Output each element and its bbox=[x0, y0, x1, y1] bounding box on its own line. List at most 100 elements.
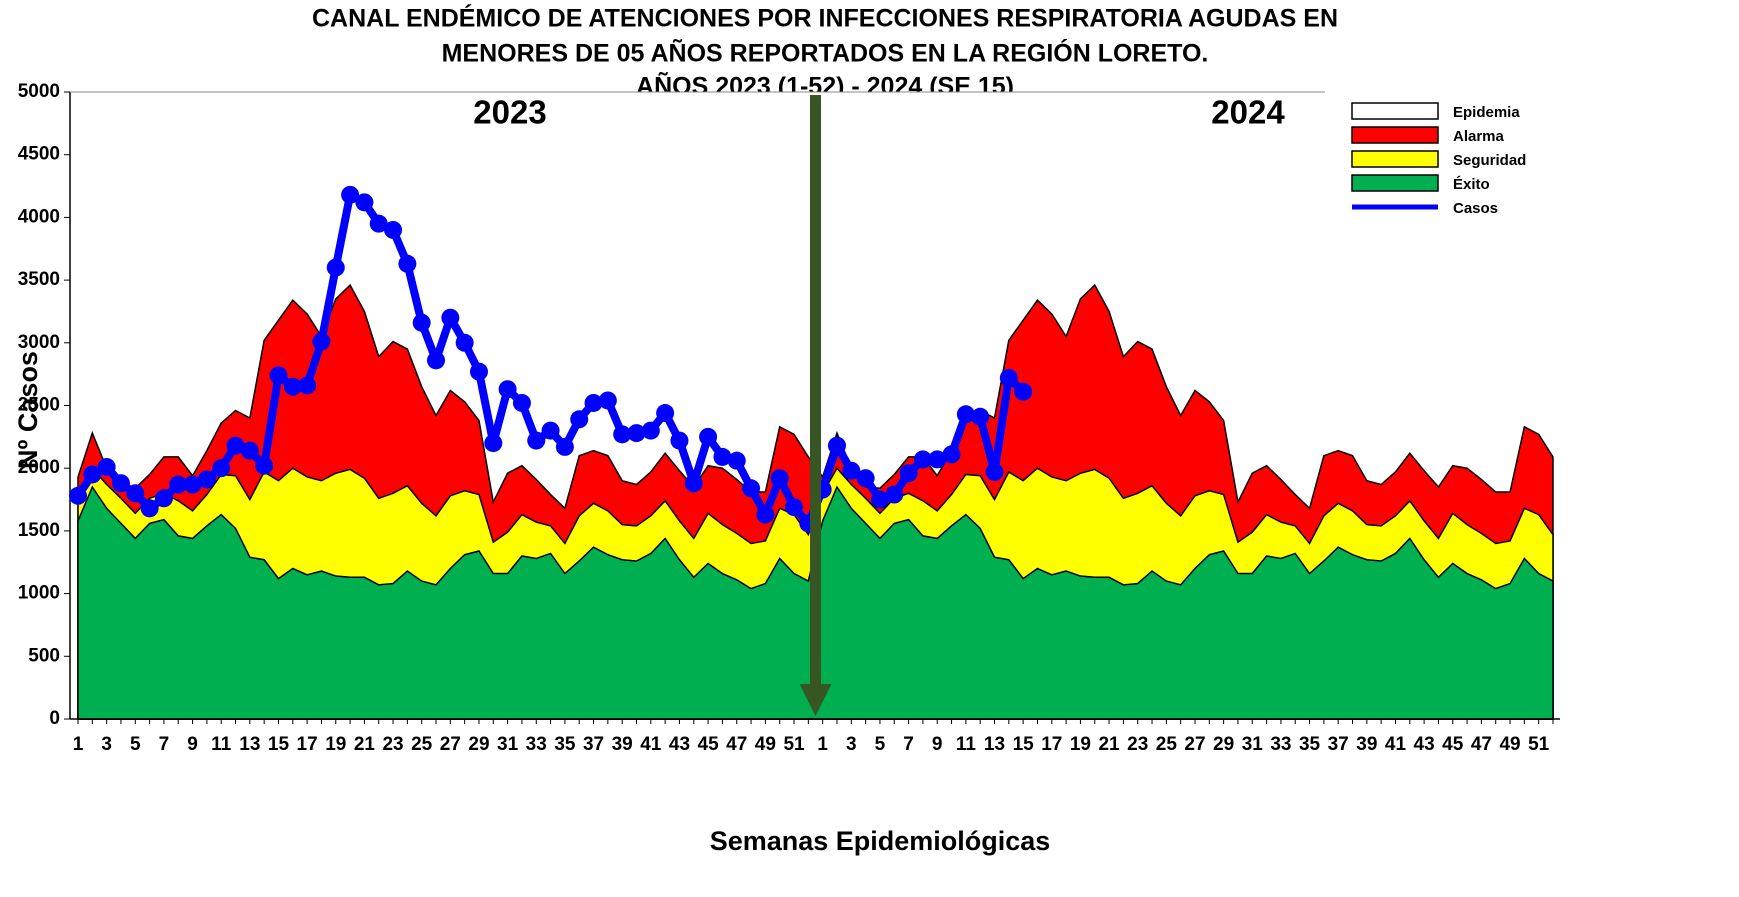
x-tick-label: 51 bbox=[783, 734, 805, 755]
point bbox=[441, 308, 460, 327]
point bbox=[541, 421, 560, 440]
point bbox=[527, 431, 546, 450]
x-tick-label: 33 bbox=[1270, 734, 1291, 755]
x-tick-label: 39 bbox=[612, 734, 633, 755]
point bbox=[627, 424, 646, 443]
point bbox=[785, 498, 804, 517]
point bbox=[469, 362, 488, 381]
y-tick-label: 1000 bbox=[18, 583, 60, 604]
legend: Epidemia Alarma Seguridad Éxito Casos bbox=[1325, 90, 1565, 218]
legend-swatch bbox=[1351, 126, 1439, 144]
x-tick-label: 37 bbox=[1328, 734, 1349, 755]
x-tick-label: 7 bbox=[903, 734, 914, 755]
point bbox=[641, 421, 660, 440]
annotation: 2023 bbox=[473, 94, 546, 131]
annotation: 2024 bbox=[1211, 94, 1285, 131]
point bbox=[885, 485, 904, 504]
y-tick-label: 2500 bbox=[18, 395, 60, 416]
x-tick-label: 47 bbox=[1471, 734, 1492, 755]
point bbox=[240, 441, 259, 460]
x-tick-label: 37 bbox=[583, 734, 604, 755]
y-tick-label: 500 bbox=[28, 645, 60, 666]
point bbox=[598, 391, 617, 410]
point bbox=[613, 425, 632, 444]
x-tick-label: 25 bbox=[1156, 734, 1178, 755]
point bbox=[756, 505, 775, 524]
x-tick-label: 17 bbox=[297, 734, 318, 755]
legend-label: Alarma bbox=[1453, 128, 1505, 145]
point bbox=[369, 214, 388, 233]
x-tick-label: 5 bbox=[875, 734, 886, 755]
point bbox=[255, 456, 274, 475]
point bbox=[169, 475, 188, 494]
x-tick-label: 9 bbox=[187, 734, 198, 755]
point bbox=[1014, 382, 1033, 401]
point bbox=[770, 469, 789, 488]
x-tick-label: 35 bbox=[1299, 734, 1321, 755]
point bbox=[570, 410, 589, 429]
x-tick-label: 47 bbox=[726, 734, 747, 755]
point bbox=[827, 436, 846, 455]
x-tick-label: 13 bbox=[239, 734, 260, 755]
point bbox=[298, 376, 317, 395]
point bbox=[341, 185, 360, 204]
point bbox=[83, 465, 102, 484]
point bbox=[183, 475, 202, 494]
point bbox=[856, 469, 875, 488]
point bbox=[140, 499, 159, 518]
point bbox=[355, 193, 374, 212]
point bbox=[971, 407, 990, 426]
point bbox=[226, 436, 245, 455]
point bbox=[656, 404, 675, 423]
point bbox=[398, 254, 417, 273]
point bbox=[111, 474, 130, 493]
point bbox=[713, 447, 732, 466]
point bbox=[670, 431, 689, 450]
x-tick-label: 3 bbox=[846, 734, 857, 755]
x-tick-label: 9 bbox=[932, 734, 943, 755]
point bbox=[427, 351, 446, 370]
x-tick-label: 35 bbox=[554, 734, 576, 755]
x-tick-label: 27 bbox=[440, 734, 461, 755]
x-tick-label: 11 bbox=[211, 734, 232, 755]
x-tick-label: 41 bbox=[640, 734, 662, 755]
point bbox=[555, 437, 574, 456]
legend-label: Seguridad bbox=[1453, 152, 1526, 169]
x-tick-label: 15 bbox=[1013, 734, 1035, 755]
x-tick-label: 19 bbox=[1070, 734, 1091, 755]
point bbox=[498, 380, 517, 399]
chart-title: CANAL ENDÉMICO DE ATENCIONES POR INFECCI… bbox=[312, 4, 1338, 33]
point bbox=[870, 490, 889, 509]
legend-label: Epidemia bbox=[1453, 104, 1520, 121]
point bbox=[326, 258, 345, 277]
x-tick-label: 43 bbox=[1414, 734, 1435, 755]
point bbox=[928, 450, 947, 469]
x-tick-label: 49 bbox=[1499, 734, 1520, 755]
point bbox=[512, 393, 531, 412]
x-tick-label: 23 bbox=[1127, 734, 1148, 755]
x-tick-label: 25 bbox=[411, 734, 433, 755]
y-tick-label: 5000 bbox=[18, 81, 60, 102]
x-tick-label: 1 bbox=[73, 734, 84, 755]
point bbox=[312, 332, 331, 351]
point bbox=[484, 434, 503, 453]
y-tick-label: 0 bbox=[49, 708, 60, 729]
x-tick-label: 45 bbox=[698, 734, 720, 755]
x-tick-label: 5 bbox=[130, 734, 141, 755]
legend-label: Casos bbox=[1453, 200, 1498, 217]
x-tick-label: 13 bbox=[984, 734, 1005, 755]
x-tick-label: 45 bbox=[1442, 734, 1464, 755]
x-tick-label: 3 bbox=[101, 734, 112, 755]
x-tick-label: 29 bbox=[1213, 734, 1234, 755]
point bbox=[455, 333, 474, 352]
x-tick-label: 41 bbox=[1385, 734, 1407, 755]
point bbox=[913, 450, 932, 469]
point bbox=[727, 451, 746, 470]
point bbox=[69, 486, 87, 505]
point bbox=[985, 462, 1004, 481]
point bbox=[742, 479, 761, 498]
point bbox=[999, 368, 1018, 387]
legend-label: Éxito bbox=[1453, 176, 1490, 193]
y-tick-label: 1500 bbox=[18, 520, 60, 541]
point bbox=[412, 313, 431, 332]
